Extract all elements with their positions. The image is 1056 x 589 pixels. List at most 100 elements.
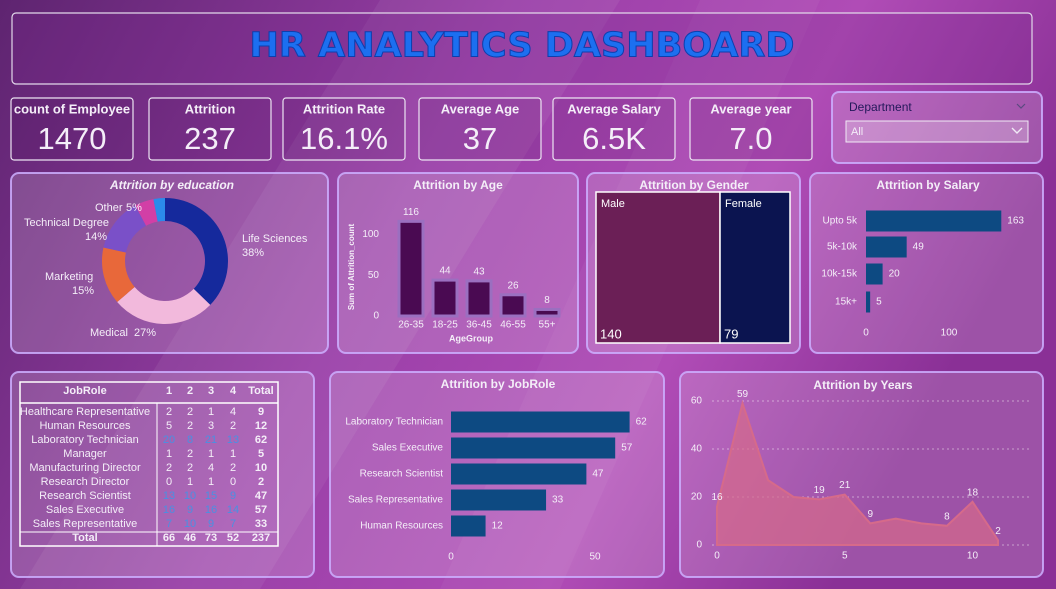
table-row-label: Sales Executive — [46, 504, 124, 516]
table-cell: 2 — [187, 420, 193, 432]
table-cell: 237 — [252, 532, 270, 544]
slice-label: Life Sciences — [242, 233, 308, 245]
kpi-row: count of Employee 1470 Attrition 237 Attriti… — [10, 97, 813, 161]
slice-label: Other — [95, 202, 123, 214]
table-cell: 2 — [230, 420, 236, 432]
table-row-label: Manager — [63, 448, 107, 460]
y-tick-label: 20 — [691, 492, 703, 503]
kpi-label: count of Employee — [14, 101, 130, 116]
slicer-label: Department — [849, 100, 912, 114]
slice-value-label: 15% — [72, 285, 94, 297]
table-row-label: Laboratory Technician — [31, 434, 138, 446]
slicer-dropdown[interactable] — [845, 120, 1029, 143]
data-label: 19 — [814, 485, 826, 496]
category-label: Upto 5k — [823, 216, 858, 227]
x-tick-label: 100 — [941, 328, 958, 339]
slicer-collapse-icon[interactable] — [1016, 103, 1026, 109]
data-label: 5 — [876, 297, 882, 308]
kpi-card — [10, 97, 134, 161]
data-label: 9 — [867, 509, 873, 520]
donut-slice — [102, 247, 135, 302]
bar — [451, 463, 587, 485]
chart-title: Attrition by JobRole — [441, 377, 556, 391]
kpi-label: Attrition Rate — [303, 101, 385, 116]
table-cell: 7 — [230, 518, 236, 530]
table-cell: 16 — [205, 504, 217, 516]
chart-title: Attrition by Years — [813, 378, 912, 392]
table-header: 3 — [208, 385, 214, 397]
x-tick-label: 0 — [863, 328, 869, 339]
table-cell: 1 — [187, 476, 193, 488]
category-label: Laboratory Technician — [345, 417, 443, 428]
donut-slice — [117, 287, 211, 325]
bar — [431, 278, 459, 318]
data-label: 18 — [967, 487, 979, 498]
slice-value-label: 38% — [242, 247, 264, 259]
bar — [397, 219, 425, 318]
table-cell: 5 — [166, 420, 172, 432]
data-label: 26 — [507, 280, 519, 291]
bar — [465, 279, 493, 318]
table-cell: 9 — [230, 490, 236, 502]
kpi-value: 16.1% — [300, 121, 388, 156]
data-label: 2 — [995, 526, 1001, 537]
data-label: 8 — [944, 511, 950, 522]
x-tick-label: 50 — [589, 552, 601, 563]
table-cell: 14 — [227, 504, 239, 516]
kpi-value: 37 — [463, 121, 497, 156]
y-tick-label: 60 — [691, 396, 703, 407]
bar — [866, 263, 883, 285]
table-row-label: Total — [72, 532, 97, 544]
table-row-label: Sales Representative — [33, 518, 138, 530]
tile-value: 140 — [600, 326, 622, 341]
data-label: 16 — [711, 492, 723, 503]
category-label: Sales Executive — [372, 443, 444, 454]
table-header: 2 — [187, 385, 193, 397]
data-label: 163 — [1007, 216, 1024, 227]
table-header: 4 — [230, 385, 237, 397]
table-cell: 66 — [163, 532, 175, 544]
panel — [809, 172, 1044, 354]
tile-value: 79 — [724, 326, 738, 341]
table-cell: 16 — [163, 504, 175, 516]
table-cell: 13 — [163, 490, 175, 502]
data-label: 33 — [552, 495, 564, 506]
x-tick-label: 0 — [448, 552, 454, 563]
table-row-label: Healthcare Representative — [20, 406, 150, 418]
charts: Attrition by education Life Sciences 38% Me… — [24, 178, 1030, 563]
dashboard-title: HR ANALYTICS DASHBOARD — [250, 26, 795, 66]
kpi-card — [552, 97, 676, 161]
tile-label: Male — [601, 198, 625, 210]
kpi-label: Average Salary — [567, 101, 661, 116]
category-label: Research Scientist — [360, 469, 444, 480]
table-cell: 10 — [184, 490, 196, 502]
bar — [451, 489, 547, 511]
table-border — [19, 381, 279, 547]
x-axis-label: AgeGroup — [449, 333, 494, 343]
dropdown-arrow[interactable] — [1011, 127, 1023, 134]
table-row-label: Research Scientist — [39, 490, 131, 502]
table-cell: 2 — [187, 448, 193, 460]
kpi-label: Average Age — [441, 101, 520, 116]
donut-slice — [103, 205, 147, 253]
data-label: 57 — [621, 443, 633, 454]
table-cell: 57 — [255, 504, 267, 516]
tile-label: Female — [725, 198, 762, 210]
table-cell: 10 — [255, 462, 267, 474]
table-cell: 1 — [208, 406, 214, 418]
chart-title: Attrition by Salary — [876, 178, 980, 192]
bar — [866, 236, 907, 258]
treemap-tile — [719, 191, 791, 344]
table-cell: 1 — [208, 476, 214, 488]
chart-title: Attrition by Gender — [639, 178, 749, 192]
data-label: 43 — [473, 267, 485, 278]
x-tick-label: 55+ — [539, 320, 556, 331]
area — [716, 399, 999, 546]
table-cell: 10 — [184, 518, 196, 530]
table-cell: 3 — [208, 420, 214, 432]
bar — [451, 437, 616, 459]
x-tick-label: 26-35 — [398, 320, 424, 331]
table-cell: 9 — [187, 504, 193, 516]
